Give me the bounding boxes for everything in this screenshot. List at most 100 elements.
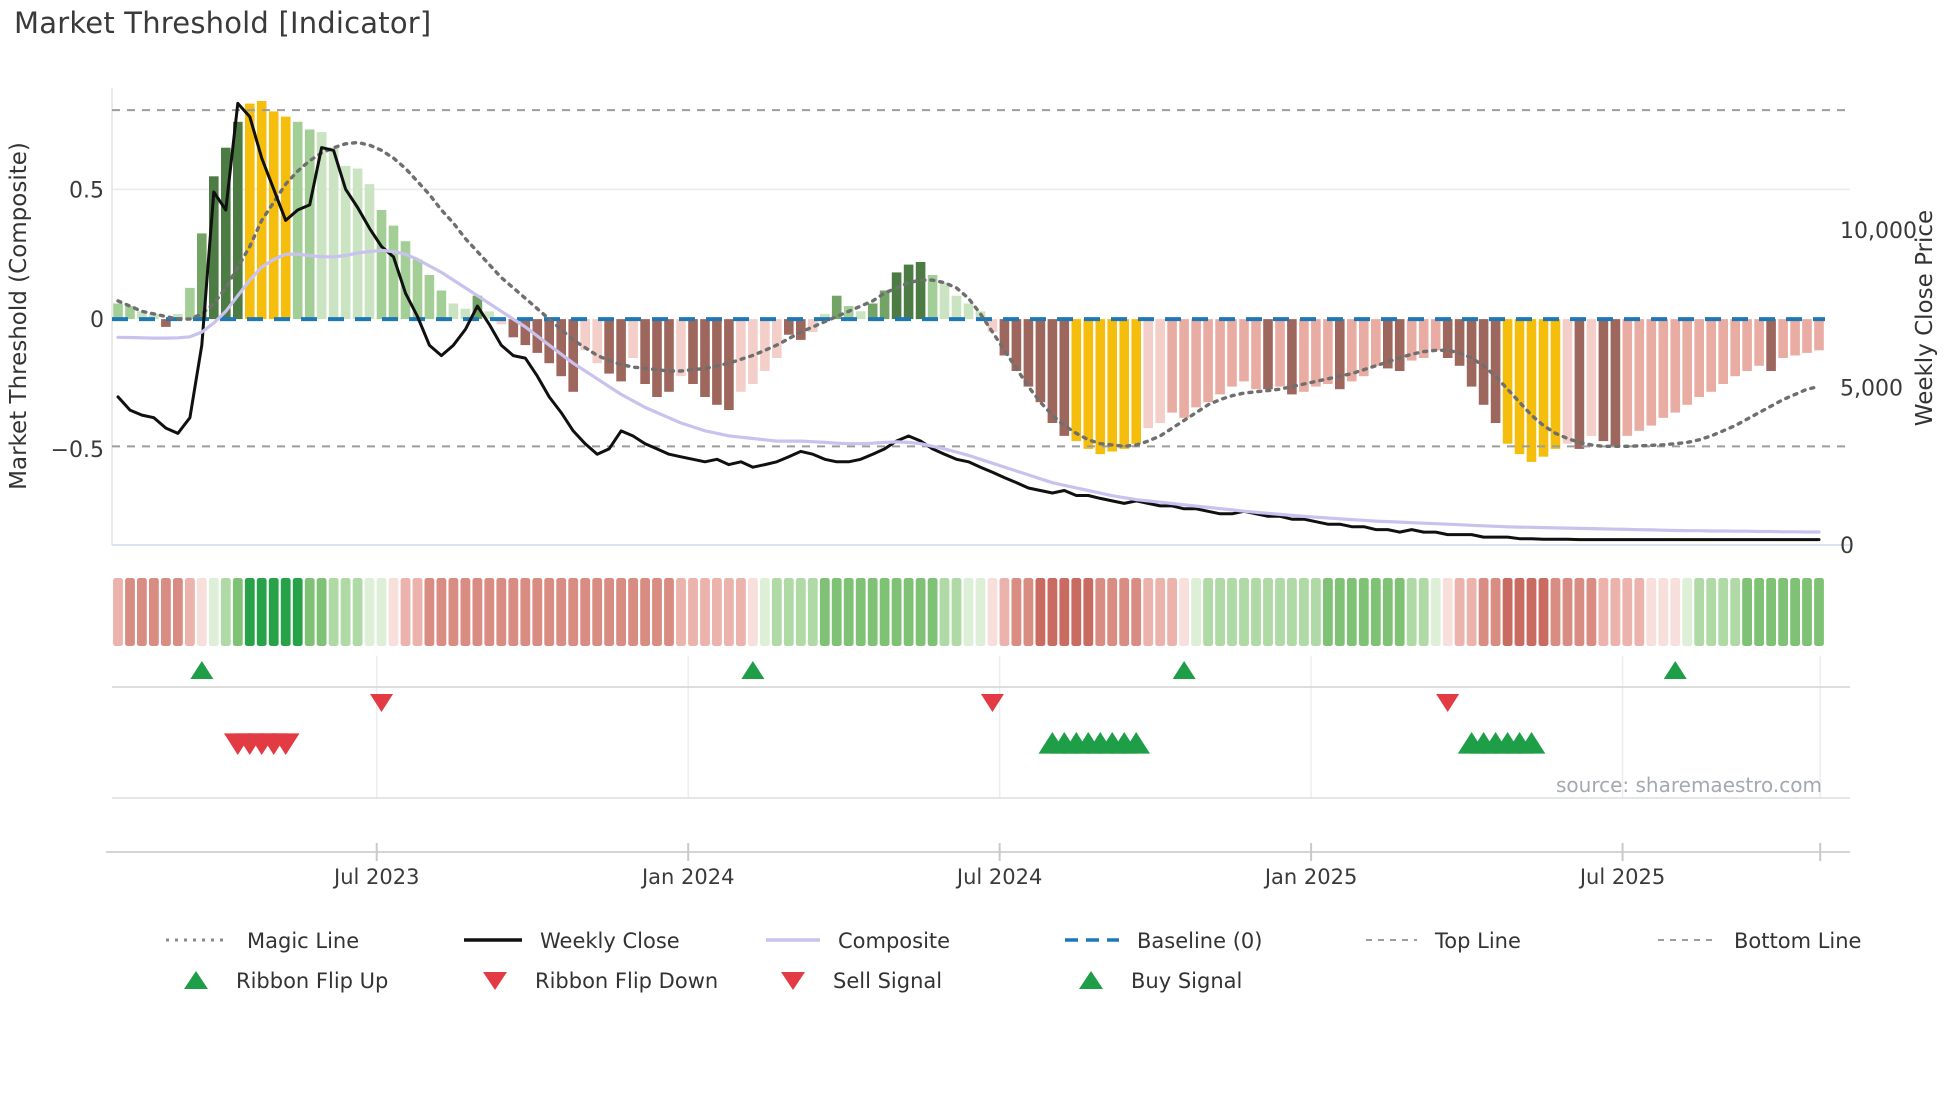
histogram-bar <box>628 319 638 358</box>
histogram-bar <box>1658 319 1669 418</box>
ribbon-stripe <box>185 578 195 646</box>
histogram-bar <box>1287 319 1297 395</box>
histogram-bar <box>1478 319 1489 405</box>
ribbon-stripe <box>1311 578 1321 646</box>
ribbon-stripe <box>1622 578 1633 646</box>
ribbon-stripe <box>867 578 878 646</box>
signal-markers <box>190 661 1687 755</box>
histogram-bar <box>1347 319 1357 382</box>
ribbon-stripe <box>412 578 423 646</box>
histogram-bar <box>496 319 507 325</box>
buy-signal-marker <box>1517 732 1546 754</box>
ribbon-stripe <box>628 578 638 646</box>
histogram-bar <box>1550 319 1561 449</box>
ribbon-stripe <box>1251 578 1261 646</box>
ribbon-stripe <box>1526 578 1537 646</box>
histogram-bar <box>1682 319 1692 405</box>
ribbon-stripe <box>975 578 986 646</box>
histogram-bar <box>256 101 267 320</box>
histogram-bar <box>580 319 590 351</box>
histogram-bar <box>1143 319 1153 429</box>
ribbon-stripe <box>508 578 519 646</box>
histogram-bar <box>1131 319 1141 444</box>
histogram-bar <box>1167 319 1177 413</box>
ribbon-stripe <box>1167 578 1177 646</box>
ribbon-stripe <box>496 578 507 646</box>
ribbon-stripe <box>1382 578 1393 646</box>
histogram-bar <box>1610 319 1621 447</box>
ribbon-stripe <box>1778 578 1788 646</box>
histogram-bar <box>1179 319 1189 418</box>
ribbon-flip-up-marker <box>1172 661 1196 679</box>
ribbon-stripe <box>1334 578 1345 646</box>
legend-label: Composite <box>838 929 950 953</box>
histogram-bar <box>1035 319 1046 403</box>
histogram-bar <box>113 303 123 320</box>
ribbon-stripe <box>1179 578 1189 646</box>
ribbon-stripe <box>915 578 926 646</box>
legend-item-buy-signal: Buy Signal <box>1079 969 1242 993</box>
histogram-bar <box>388 225 399 320</box>
histogram-bar <box>1730 319 1740 377</box>
ribbon-stripe <box>903 578 914 646</box>
legend-item-magic-line: Magic Line <box>166 929 359 953</box>
left-tick-label: 0 <box>90 308 104 333</box>
histogram-bar <box>1251 319 1261 390</box>
histogram-bar <box>676 319 686 377</box>
histogram-bar <box>544 319 554 364</box>
histogram-bar <box>1071 319 1082 442</box>
left-axis-title: Market Threshold (Composite) <box>6 142 32 490</box>
ribbon-flip-up-marker <box>190 661 214 679</box>
ribbon-stripe <box>1131 578 1142 646</box>
histogram-bar <box>1790 319 1800 356</box>
left-tick-label: 0.5 <box>69 178 104 203</box>
histogram-bar <box>1323 319 1333 384</box>
histogram-bar <box>1239 319 1249 382</box>
histogram-bar <box>831 295 842 320</box>
ribbon-flip-down-marker <box>980 694 1004 712</box>
ribbon-stripe <box>388 578 399 646</box>
ribbon-stripe <box>316 578 327 646</box>
ribbon-stripe <box>1191 578 1201 646</box>
histogram-bar <box>1394 319 1405 371</box>
legend-label: Sell Signal <box>833 969 942 993</box>
ribbon-stripe <box>532 578 543 646</box>
sell-signal-marker <box>271 733 300 755</box>
histogram-bar <box>748 319 758 384</box>
histogram-bar <box>149 313 159 320</box>
ribbon-stripe <box>819 578 830 646</box>
histogram-bar <box>772 319 782 358</box>
ribbon-stripe <box>220 578 231 646</box>
histogram-bar <box>592 319 602 364</box>
histogram-bar <box>1335 319 1345 390</box>
ribbon-stripe <box>1263 578 1273 646</box>
ribbon-stripe <box>1502 578 1513 646</box>
histogram-bar <box>999 319 1010 356</box>
histogram-bar <box>640 319 650 384</box>
weekly-close-line <box>116 101 1821 542</box>
ribbon-stripe <box>1035 578 1046 646</box>
ribbon-flip-down-marker <box>370 694 394 712</box>
ribbon-stripe <box>340 578 351 646</box>
histogram-bar <box>1538 319 1549 457</box>
ribbon-stripe <box>1394 578 1405 646</box>
histogram-bar <box>376 210 387 320</box>
legend-item-composite: Composite <box>766 929 950 953</box>
histogram-bar <box>1418 319 1429 358</box>
histogram-bar <box>1646 319 1657 426</box>
ribbon-stripe <box>664 578 674 646</box>
ribbon-stripe <box>460 578 471 646</box>
ribbon-stripe <box>364 578 375 646</box>
ribbon-stripe <box>688 578 698 646</box>
histogram-bar <box>820 313 830 320</box>
histogram-bar <box>700 319 710 397</box>
ribbon-stripe <box>1299 578 1309 646</box>
legend-item-ribbon-flip-down: Ribbon Flip Down <box>483 969 718 993</box>
histogram-bar <box>1814 319 1824 351</box>
page-title: Market Threshold [Indicator] <box>14 6 432 40</box>
ribbon-stripe <box>1718 578 1729 646</box>
histogram-bar <box>1095 319 1106 455</box>
buy-triangle-icon <box>1079 971 1103 989</box>
ribbon-stripe <box>951 578 962 646</box>
x-tick-label: Jan 2025 <box>1263 865 1358 889</box>
